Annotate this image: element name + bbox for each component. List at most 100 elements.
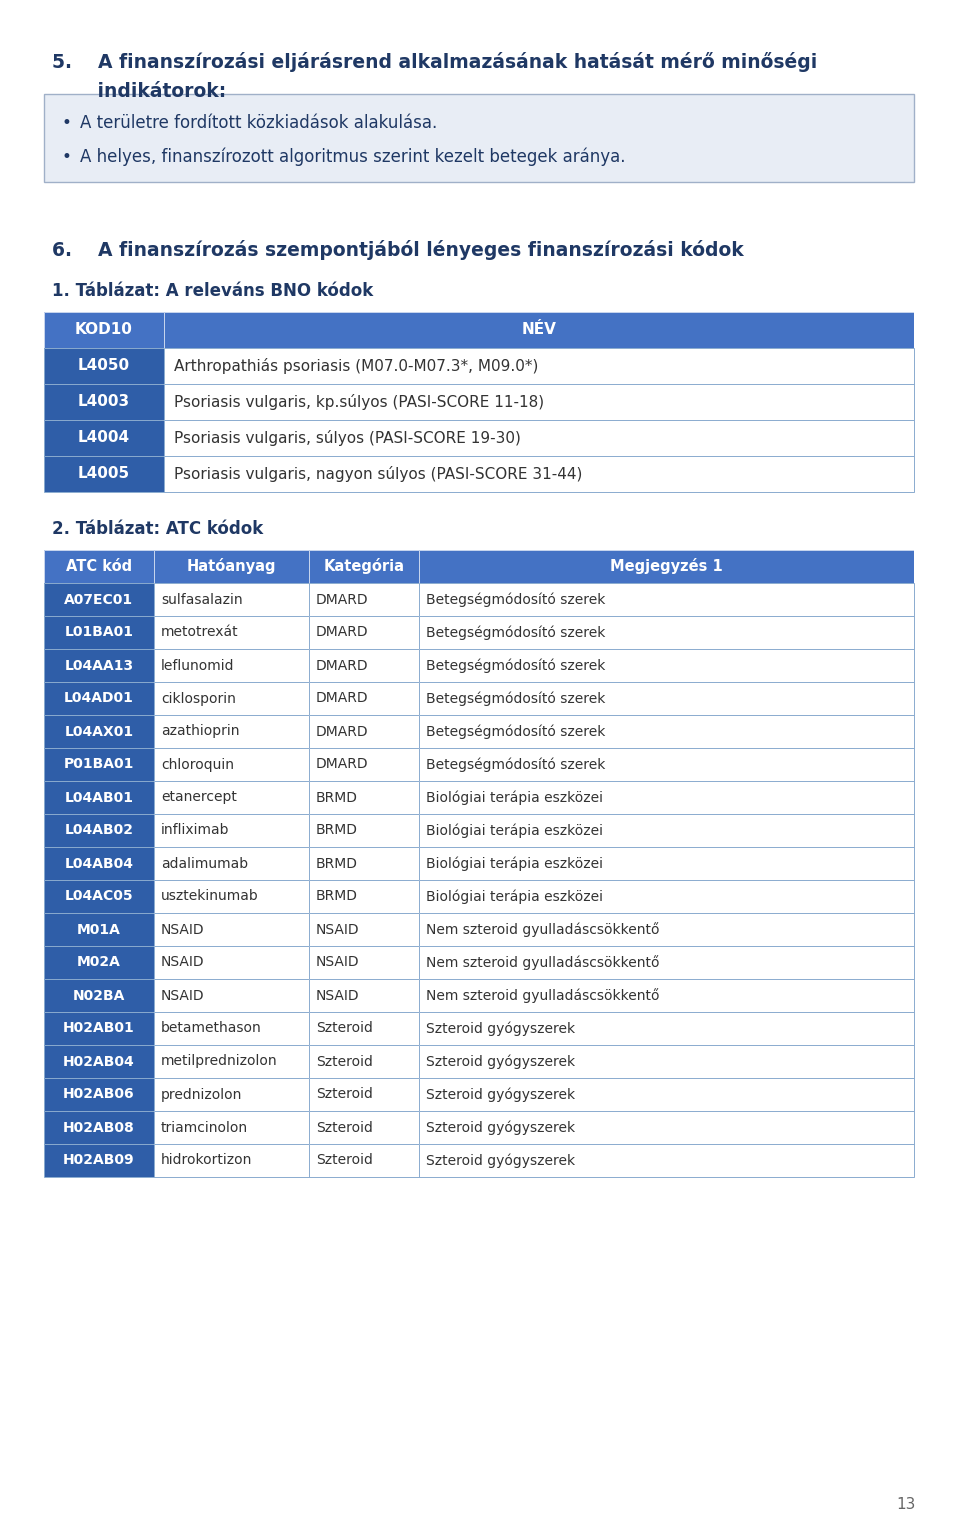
Bar bbox=[154, 715, 309, 748]
Text: Arthropathiás psoriasis (M07.0-M07.3*, M09.0*): Arthropathiás psoriasis (M07.0-M07.3*, M… bbox=[174, 357, 539, 374]
Bar bbox=[419, 979, 914, 1012]
Bar bbox=[154, 979, 309, 1012]
Bar bbox=[164, 420, 914, 456]
Bar bbox=[309, 616, 419, 648]
Bar bbox=[309, 879, 419, 913]
Text: metotrexát: metotrexát bbox=[161, 625, 239, 639]
Text: adalimumab: adalimumab bbox=[161, 856, 248, 870]
Bar bbox=[44, 913, 154, 946]
Bar bbox=[154, 815, 309, 847]
Bar bbox=[419, 815, 914, 847]
Text: leflunomid: leflunomid bbox=[161, 659, 234, 673]
Bar bbox=[154, 715, 309, 748]
Bar bbox=[419, 979, 914, 1012]
Bar bbox=[309, 1144, 419, 1177]
Bar bbox=[154, 879, 309, 913]
Bar bbox=[419, 946, 914, 979]
Bar bbox=[419, 781, 914, 815]
Bar bbox=[419, 847, 914, 879]
Text: Szteroid: Szteroid bbox=[316, 1121, 372, 1135]
Bar bbox=[44, 1110, 154, 1144]
Text: DMARD: DMARD bbox=[316, 593, 369, 607]
Text: Nem szteroid gyulladáscsökkentő: Nem szteroid gyulladáscsökkentő bbox=[426, 922, 660, 936]
Bar bbox=[419, 748, 914, 781]
Text: indikátorok:: indikátorok: bbox=[52, 82, 227, 102]
Text: ciklosporin: ciklosporin bbox=[161, 691, 236, 705]
Bar bbox=[44, 715, 154, 748]
Bar bbox=[419, 847, 914, 879]
Text: Nem szteroid gyulladáscsökkentő: Nem szteroid gyulladáscsökkentő bbox=[426, 955, 660, 970]
Bar bbox=[154, 1078, 309, 1110]
Bar bbox=[309, 913, 419, 946]
Bar bbox=[44, 1110, 154, 1144]
Bar bbox=[419, 648, 914, 682]
Text: H02AB09: H02AB09 bbox=[63, 1153, 134, 1167]
Text: BRMD: BRMD bbox=[316, 856, 358, 870]
Bar bbox=[44, 946, 154, 979]
Text: Szteroid: Szteroid bbox=[316, 1153, 372, 1167]
Bar bbox=[44, 550, 154, 584]
Bar bbox=[164, 420, 914, 456]
Bar bbox=[154, 1110, 309, 1144]
Bar bbox=[44, 682, 154, 715]
Bar bbox=[164, 456, 914, 491]
Text: BRMD: BRMD bbox=[316, 890, 358, 904]
Bar bbox=[164, 456, 914, 491]
Bar bbox=[154, 847, 309, 879]
Bar bbox=[309, 748, 419, 781]
Text: Szteroid gyógyszerek: Szteroid gyógyszerek bbox=[426, 1120, 575, 1135]
Bar bbox=[154, 682, 309, 715]
Bar bbox=[419, 1078, 914, 1110]
Bar bbox=[309, 1144, 419, 1177]
Bar bbox=[309, 1078, 419, 1110]
Bar bbox=[419, 815, 914, 847]
Text: Szteroid gyógyszerek: Szteroid gyógyszerek bbox=[426, 1055, 575, 1069]
Bar bbox=[419, 913, 914, 946]
Bar bbox=[419, 1078, 914, 1110]
Bar bbox=[419, 550, 914, 584]
Text: Betegségmódosító szerek: Betegségmódosító szerek bbox=[426, 758, 606, 772]
Text: A területre fordított közkiadások alakulása.: A területre fordított közkiadások alakul… bbox=[80, 114, 437, 132]
Text: chloroquin: chloroquin bbox=[161, 758, 234, 772]
Bar bbox=[419, 616, 914, 648]
Bar bbox=[309, 1012, 419, 1046]
Bar bbox=[309, 584, 419, 616]
Bar bbox=[419, 715, 914, 748]
Text: 5.    A finanszírozási eljárásrend alkalmazásának hatását mérő minőségi: 5. A finanszírozási eljárásrend alkalmaz… bbox=[52, 52, 817, 72]
Bar bbox=[154, 748, 309, 781]
Bar bbox=[309, 847, 419, 879]
Bar bbox=[44, 913, 154, 946]
Text: Psoriasis vulgaris, súlyos (PASI-SCORE 19-30): Psoriasis vulgaris, súlyos (PASI-SCORE 1… bbox=[174, 430, 521, 447]
Bar bbox=[44, 648, 154, 682]
Bar bbox=[154, 1012, 309, 1046]
Text: Szteroid gyógyszerek: Szteroid gyógyszerek bbox=[426, 1021, 575, 1036]
Bar bbox=[44, 94, 914, 182]
Bar bbox=[164, 348, 914, 383]
Bar bbox=[309, 815, 419, 847]
Text: •: • bbox=[62, 114, 72, 132]
Bar bbox=[154, 1144, 309, 1177]
Bar bbox=[154, 584, 309, 616]
Text: Biológiai terápia eszközei: Biológiai terápia eszközei bbox=[426, 824, 603, 838]
Text: NSAID: NSAID bbox=[161, 922, 204, 936]
Text: Szteroid: Szteroid bbox=[316, 1021, 372, 1035]
Text: L04AB01: L04AB01 bbox=[64, 790, 133, 804]
Bar bbox=[309, 584, 419, 616]
Text: sulfasalazin: sulfasalazin bbox=[161, 593, 243, 607]
Bar bbox=[419, 1012, 914, 1046]
Bar bbox=[154, 1144, 309, 1177]
Bar bbox=[154, 616, 309, 648]
Bar bbox=[44, 946, 154, 979]
Bar bbox=[44, 383, 164, 420]
Bar bbox=[44, 313, 164, 348]
Bar bbox=[44, 847, 154, 879]
Text: Megjegyzés 1: Megjegyzés 1 bbox=[611, 559, 723, 574]
Bar bbox=[309, 815, 419, 847]
Text: DMARD: DMARD bbox=[316, 758, 369, 772]
Bar bbox=[154, 748, 309, 781]
Text: L04AB02: L04AB02 bbox=[64, 824, 133, 838]
Bar bbox=[44, 748, 154, 781]
Text: hidrokortizon: hidrokortizon bbox=[161, 1153, 252, 1167]
Text: 13: 13 bbox=[897, 1497, 916, 1512]
Text: NSAID: NSAID bbox=[316, 922, 360, 936]
